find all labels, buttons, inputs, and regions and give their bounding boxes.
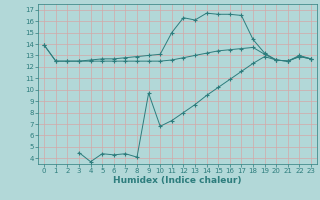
X-axis label: Humidex (Indice chaleur): Humidex (Indice chaleur) — [113, 176, 242, 185]
